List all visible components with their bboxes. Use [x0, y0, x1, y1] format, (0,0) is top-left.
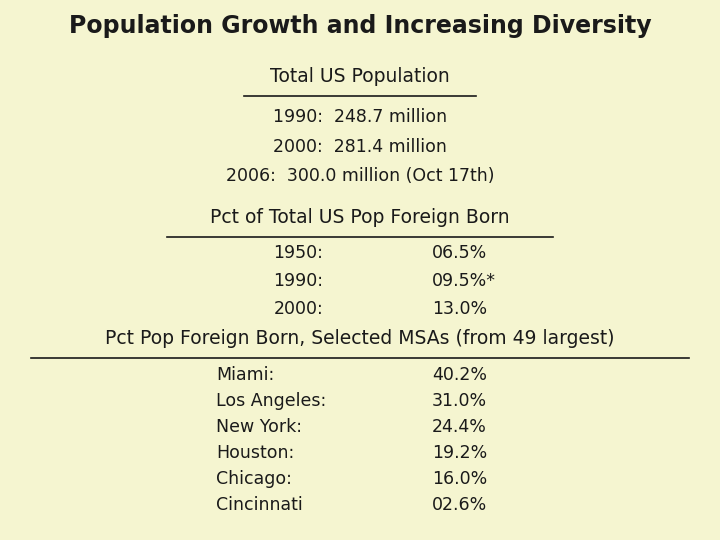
Text: 2000:  281.4 million: 2000: 281.4 million: [273, 138, 447, 156]
Text: 2000:: 2000:: [274, 300, 323, 318]
Text: 16.0%: 16.0%: [432, 470, 487, 488]
Text: 2006:  300.0 million (Oct 17th): 2006: 300.0 million (Oct 17th): [226, 167, 494, 185]
Text: 02.6%: 02.6%: [432, 496, 487, 514]
Text: Los Angeles:: Los Angeles:: [216, 392, 326, 410]
Text: 1990:: 1990:: [274, 272, 323, 290]
Text: 06.5%: 06.5%: [432, 244, 487, 262]
Text: Houston:: Houston:: [216, 444, 294, 462]
Text: Total US Population: Total US Population: [270, 68, 450, 86]
Text: 24.4%: 24.4%: [432, 418, 487, 436]
Text: Cincinnati: Cincinnati: [216, 496, 302, 514]
Text: 31.0%: 31.0%: [432, 392, 487, 410]
Text: Pct Pop Foreign Born, Selected MSAs (from 49 largest): Pct Pop Foreign Born, Selected MSAs (fro…: [105, 329, 615, 348]
Text: 13.0%: 13.0%: [432, 300, 487, 318]
Text: 1990:  248.7 million: 1990: 248.7 million: [273, 108, 447, 126]
Text: Miami:: Miami:: [216, 366, 274, 384]
Text: 1950:: 1950:: [274, 244, 323, 262]
Text: 09.5%*: 09.5%*: [432, 272, 496, 290]
Text: Pct of Total US Pop Foreign Born: Pct of Total US Pop Foreign Born: [210, 208, 510, 227]
Text: Population Growth and Increasing Diversity: Population Growth and Increasing Diversi…: [68, 14, 652, 37]
Text: 40.2%: 40.2%: [432, 366, 487, 384]
Text: New York:: New York:: [216, 418, 302, 436]
Text: 19.2%: 19.2%: [432, 444, 487, 462]
Text: Chicago:: Chicago:: [216, 470, 292, 488]
